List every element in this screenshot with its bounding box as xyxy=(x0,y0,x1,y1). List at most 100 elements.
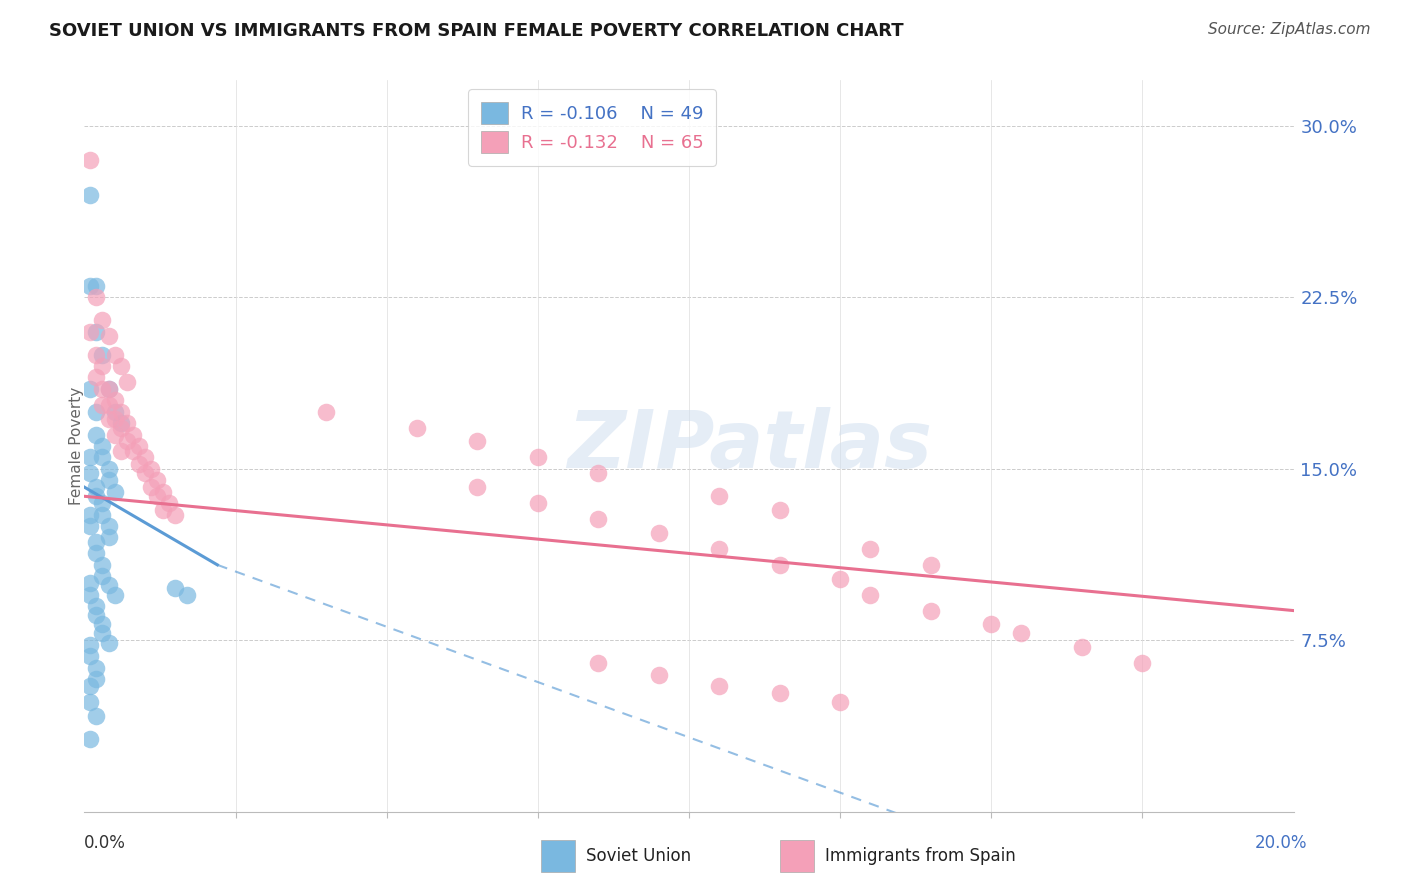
Point xyxy=(86,480,108,494)
Point xyxy=(110,359,132,373)
Point xyxy=(86,672,108,686)
Point xyxy=(588,512,610,526)
Point xyxy=(146,489,169,503)
Point xyxy=(97,398,120,412)
Point xyxy=(97,635,120,649)
Point xyxy=(86,608,108,623)
Text: ZIPatlas: ZIPatlas xyxy=(567,407,932,485)
Point xyxy=(1011,626,1033,640)
Point xyxy=(176,588,198,602)
Point xyxy=(110,443,132,458)
Point xyxy=(709,541,731,556)
Point xyxy=(1130,656,1153,670)
Point xyxy=(104,484,127,499)
Point xyxy=(115,416,138,430)
Point xyxy=(648,667,671,681)
Point xyxy=(830,572,852,586)
Point xyxy=(769,503,792,517)
Point xyxy=(769,686,792,700)
Point xyxy=(315,405,337,419)
Point xyxy=(104,411,127,425)
Point xyxy=(104,393,127,408)
Point xyxy=(91,382,114,396)
Point xyxy=(79,187,101,202)
Point xyxy=(79,450,101,465)
Point xyxy=(91,569,114,583)
Point xyxy=(91,359,114,373)
Point xyxy=(97,519,120,533)
Point xyxy=(79,467,101,481)
Point xyxy=(920,558,942,572)
Point xyxy=(527,496,550,510)
Point xyxy=(97,411,120,425)
Point xyxy=(139,462,162,476)
Text: 0.0%: 0.0% xyxy=(84,834,127,852)
Point xyxy=(86,599,108,613)
Point xyxy=(79,508,101,522)
Text: 20.0%: 20.0% xyxy=(1256,834,1308,852)
Point xyxy=(97,382,120,396)
Point xyxy=(97,329,120,343)
Point xyxy=(86,325,108,339)
Point xyxy=(128,439,150,453)
Point xyxy=(91,558,114,572)
Point xyxy=(86,546,108,560)
Point xyxy=(104,427,127,442)
Point xyxy=(104,405,127,419)
Point xyxy=(139,480,162,494)
Point xyxy=(165,508,187,522)
FancyBboxPatch shape xyxy=(541,840,575,872)
Point xyxy=(146,473,169,487)
Point xyxy=(79,519,101,533)
Point xyxy=(79,731,101,746)
Text: SOVIET UNION VS IMMIGRANTS FROM SPAIN FEMALE POVERTY CORRELATION CHART: SOVIET UNION VS IMMIGRANTS FROM SPAIN FE… xyxy=(49,22,904,40)
Point xyxy=(134,450,156,465)
Point xyxy=(97,530,120,544)
Point xyxy=(709,679,731,693)
Point xyxy=(588,656,610,670)
Point xyxy=(134,467,156,481)
Point xyxy=(104,588,127,602)
Point xyxy=(91,313,114,327)
Point xyxy=(86,405,108,419)
Point xyxy=(79,576,101,591)
Point xyxy=(97,382,120,396)
Legend: R = -0.106    N = 49, R = -0.132    N = 65: R = -0.106 N = 49, R = -0.132 N = 65 xyxy=(468,89,716,166)
Point xyxy=(115,434,138,449)
Text: Source: ZipAtlas.com: Source: ZipAtlas.com xyxy=(1208,22,1371,37)
Y-axis label: Female Poverty: Female Poverty xyxy=(69,387,83,505)
Point xyxy=(1071,640,1094,655)
Point xyxy=(769,558,792,572)
Text: Immigrants from Spain: Immigrants from Spain xyxy=(825,847,1017,865)
Point xyxy=(86,370,108,384)
Point xyxy=(110,405,132,419)
Point xyxy=(97,578,120,592)
Point xyxy=(152,484,174,499)
Point xyxy=(110,420,132,434)
Point xyxy=(110,416,132,430)
Point xyxy=(527,450,550,465)
Point xyxy=(91,626,114,640)
Point xyxy=(97,473,120,487)
Point xyxy=(859,588,882,602)
Point xyxy=(79,649,101,664)
Point xyxy=(86,347,108,362)
Point xyxy=(830,695,852,709)
Point xyxy=(709,489,731,503)
Point xyxy=(467,434,489,449)
Point xyxy=(79,325,101,339)
Point xyxy=(91,398,114,412)
Point xyxy=(115,375,138,389)
Point xyxy=(91,347,114,362)
Point xyxy=(588,467,610,481)
Point xyxy=(91,508,114,522)
Point xyxy=(86,535,108,549)
Point xyxy=(91,450,114,465)
Point xyxy=(406,420,429,434)
Point xyxy=(86,708,108,723)
Point xyxy=(86,427,108,442)
Point xyxy=(121,427,143,442)
Point xyxy=(86,290,108,304)
Point xyxy=(104,347,127,362)
Point xyxy=(79,279,101,293)
